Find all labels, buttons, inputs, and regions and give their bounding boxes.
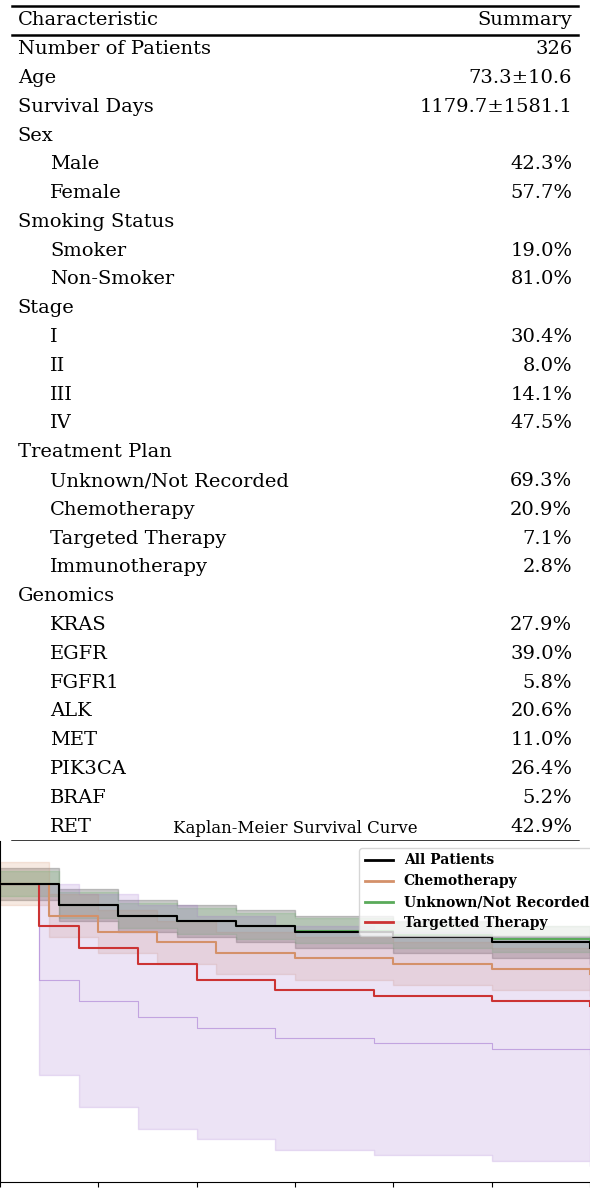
Text: Sex: Sex — [18, 126, 54, 145]
Text: Age: Age — [18, 69, 56, 87]
Text: Targeted Therapy: Targeted Therapy — [50, 530, 227, 548]
Text: Male: Male — [50, 156, 99, 173]
Text: Number of Patients: Number of Patients — [18, 40, 211, 58]
Title: Kaplan-Meier Survival Curve: Kaplan-Meier Survival Curve — [173, 820, 417, 836]
Text: 27.9%: 27.9% — [510, 617, 572, 634]
Text: Stage: Stage — [18, 299, 74, 317]
Text: III: III — [50, 386, 73, 404]
Text: Immunotherapy: Immunotherapy — [50, 558, 208, 576]
Text: 47.5%: 47.5% — [510, 415, 572, 432]
Text: 39.0%: 39.0% — [510, 645, 572, 663]
Text: Female: Female — [50, 184, 122, 202]
Text: Survival Days: Survival Days — [18, 97, 153, 115]
Text: 7.1%: 7.1% — [523, 530, 572, 548]
Text: 2.8%: 2.8% — [523, 558, 572, 576]
Text: 5.8%: 5.8% — [523, 674, 572, 691]
Text: 42.9%: 42.9% — [510, 817, 572, 835]
Text: FGFR1: FGFR1 — [50, 674, 120, 691]
Text: 19.0%: 19.0% — [510, 241, 572, 260]
Text: Unknown/Not Recorded: Unknown/Not Recorded — [50, 472, 289, 491]
Text: Chemotherapy: Chemotherapy — [50, 501, 196, 519]
Text: BRAF: BRAF — [50, 789, 107, 807]
Text: Characteristic: Characteristic — [18, 12, 159, 30]
Text: 57.7%: 57.7% — [510, 184, 572, 202]
Text: 69.3%: 69.3% — [510, 472, 572, 491]
Text: 11.0%: 11.0% — [510, 731, 572, 750]
Text: 20.6%: 20.6% — [510, 702, 572, 720]
Text: PIK3CA: PIK3CA — [50, 760, 127, 778]
Legend: All Patients, Chemotherapy, Unknown/Not Recorded, Targetted Therapy: All Patients, Chemotherapy, Unknown/Not … — [359, 848, 590, 936]
Text: MET: MET — [50, 731, 97, 750]
Text: Genomics: Genomics — [18, 587, 115, 605]
Text: ALK: ALK — [50, 702, 92, 720]
Text: Smoker: Smoker — [50, 241, 126, 260]
Text: I: I — [50, 328, 58, 346]
Text: KRAS: KRAS — [50, 617, 107, 634]
Text: 14.1%: 14.1% — [510, 386, 572, 404]
Text: 1179.7±1581.1: 1179.7±1581.1 — [419, 97, 572, 115]
Text: RET: RET — [50, 817, 92, 835]
Text: 326: 326 — [535, 40, 572, 58]
Text: EGFR: EGFR — [50, 645, 108, 663]
Text: 73.3±10.6: 73.3±10.6 — [469, 69, 572, 87]
Text: Non-Smoker: Non-Smoker — [50, 271, 174, 289]
Text: 81.0%: 81.0% — [510, 271, 572, 289]
Text: II: II — [50, 356, 65, 375]
Text: 26.4%: 26.4% — [510, 760, 572, 778]
Text: 5.2%: 5.2% — [523, 789, 572, 807]
Text: 30.4%: 30.4% — [510, 328, 572, 346]
Text: Treatment Plan: Treatment Plan — [18, 443, 172, 461]
Text: 8.0%: 8.0% — [523, 356, 572, 375]
Text: IV: IV — [50, 415, 72, 432]
Text: Summary: Summary — [477, 12, 572, 30]
Text: 42.3%: 42.3% — [510, 156, 572, 173]
Text: Smoking Status: Smoking Status — [18, 213, 174, 230]
Text: 20.9%: 20.9% — [510, 501, 572, 519]
